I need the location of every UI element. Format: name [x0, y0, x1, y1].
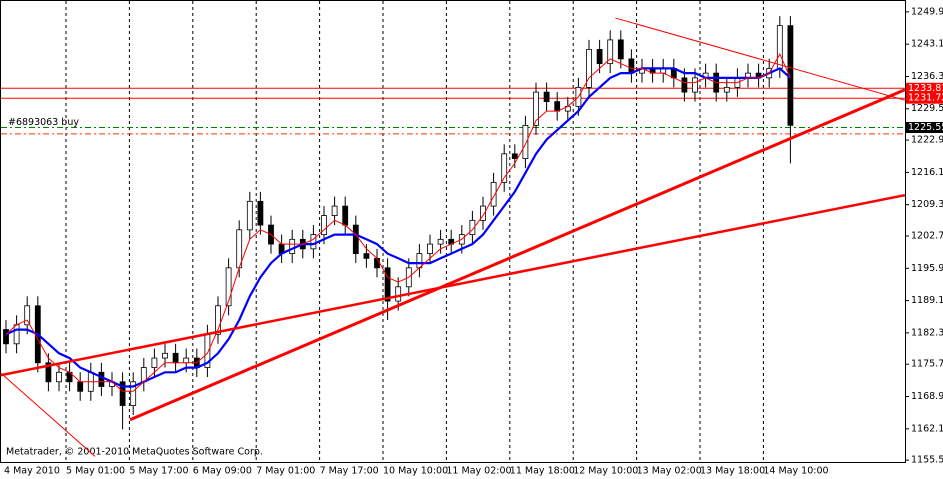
candle-body [374, 257, 380, 269]
candle-body [543, 91, 550, 103]
x-tick-label: 7 May 17:00 [320, 466, 379, 477]
candle-body [77, 381, 84, 392]
candle-body [395, 286, 402, 302]
candle-body [363, 253, 370, 259]
candle-body [776, 25, 783, 69]
trendline [129, 88, 906, 422]
y-tick-label: 1162.10 [911, 423, 943, 434]
candle-body [45, 362, 52, 383]
candle-body [480, 205, 486, 221]
candle-body [56, 371, 62, 383]
x-tick-label: 10 May 10:00 [383, 466, 448, 477]
x-tick-label: 5 May 17:00 [129, 466, 188, 477]
x-tick-label: 5 May 01:00 [66, 466, 125, 477]
y-tick-label: 1175.70 [911, 359, 943, 370]
x-tick-label: 13 May 02:00 [637, 466, 702, 477]
x-tick-label: 6 May 09:00 [193, 466, 252, 477]
candle-body [98, 371, 105, 387]
candle-body [617, 39, 624, 60]
y-tick-label: 1216.10 [911, 167, 943, 178]
x-tick-label: 4 May 2010 [4, 466, 60, 477]
y-tick-label: 1209.30 [911, 199, 943, 210]
candle-body [246, 200, 253, 231]
x-tick-label: 7 May 01:00 [256, 466, 315, 477]
x-tick-label: 14 May 10:00 [763, 466, 828, 477]
candle-body [384, 267, 391, 302]
candle-body [3, 329, 9, 345]
candle-body [427, 243, 433, 254]
candle-body [628, 58, 635, 74]
candle-body [13, 324, 20, 345]
candle-body [342, 205, 349, 226]
y-tick-label: 1182.30 [911, 327, 943, 338]
candle-body [172, 352, 179, 364]
y-tick-label: 1222.90 [911, 135, 943, 146]
candle-body [24, 305, 31, 326]
candle-body [533, 91, 539, 126]
y-tick-label: 1236.30 [911, 71, 943, 82]
y-tick-label: 1195.90 [911, 263, 943, 274]
candle-body [257, 200, 264, 226]
candle-body [183, 357, 190, 364]
trendline [0, 372, 96, 457]
candle-body [289, 238, 296, 254]
candle-body [723, 86, 730, 93]
candle-body [501, 153, 508, 183]
copyright: Metatrader, © 2001-2010 MetaQuotes Softw… [6, 447, 263, 458]
candle-body [215, 305, 221, 335]
candle-body [607, 39, 614, 65]
level-label: 1233.81 [908, 83, 943, 94]
candle-body [522, 124, 529, 160]
x-tick-label: 11 May 18:00 [510, 466, 575, 477]
candle-body [554, 101, 561, 112]
candle-body [596, 48, 603, 65]
candle-body [225, 267, 232, 307]
candle-body [130, 381, 137, 406]
level-label: 1225.55 [908, 122, 943, 133]
candle-body [331, 205, 338, 216]
x-tick-label: 11 May 02:00 [446, 466, 511, 477]
y-tick-label: 1249.90 [911, 6, 943, 17]
moving-average [5, 67, 792, 388]
level-label-bg [906, 122, 943, 134]
trendline [615, 17, 906, 101]
y-tick-label: 1243.10 [911, 39, 943, 50]
candle-body [469, 219, 476, 235]
y-tick-label: 1155.50 [911, 455, 943, 466]
candle-body [511, 153, 518, 160]
candle-body [119, 381, 126, 406]
candle-body [310, 234, 317, 250]
candle-body [437, 238, 444, 245]
candle-body [490, 181, 497, 207]
order-note: #6893063 buy [8, 117, 79, 128]
level-label-bg [906, 82, 943, 94]
moving-average [5, 52, 791, 392]
candle-body [321, 215, 327, 235]
y-tick-label: 1168.90 [911, 391, 943, 402]
candle-body [586, 48, 592, 88]
candle-body [352, 224, 359, 254]
x-tick-label: 13 May 18:00 [700, 466, 765, 477]
candle-body [681, 77, 688, 93]
candle-body [162, 352, 168, 359]
candle-body [692, 77, 698, 93]
y-tick-label: 1229.50 [911, 103, 943, 114]
level-label-bg [906, 92, 943, 104]
y-tick-label: 1189.10 [911, 295, 943, 306]
candle-body [151, 357, 158, 368]
x-tick-label: 12 May 10:00 [573, 466, 638, 477]
trendline [0, 193, 906, 377]
level-label: 1231.72 [908, 93, 943, 104]
y-tick-label: 1202.70 [911, 231, 943, 242]
